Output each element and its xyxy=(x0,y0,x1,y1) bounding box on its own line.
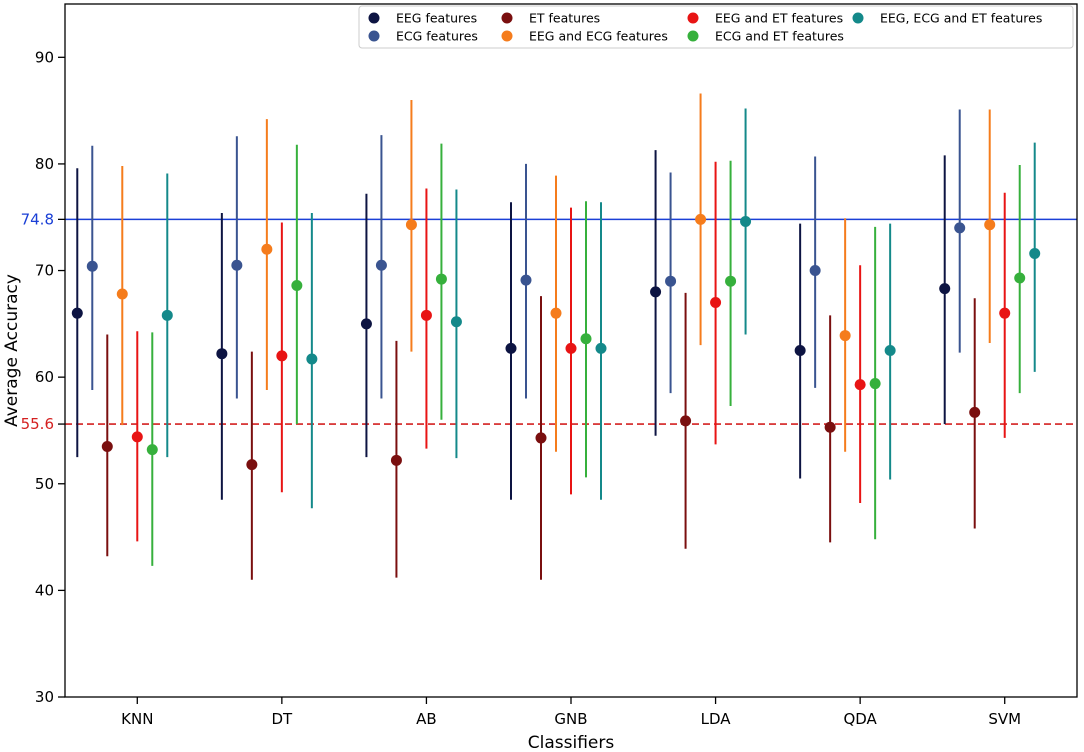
point-svm-s6 xyxy=(1029,247,1041,259)
legend-label-s4: EEG and ET features xyxy=(715,11,843,26)
legend-marker-s0 xyxy=(368,12,380,24)
point-knn-s4 xyxy=(131,431,143,443)
point-gnb-s2 xyxy=(535,432,547,444)
legend-marker-s2 xyxy=(501,12,513,24)
y-tick-label-70: 70 xyxy=(35,262,54,280)
point-lda-s6 xyxy=(740,215,752,227)
point-gnb-s5 xyxy=(580,333,592,345)
point-qda-s0 xyxy=(794,345,806,356)
legend-marker-s5 xyxy=(687,30,699,42)
point-lda-s4 xyxy=(710,297,722,309)
point-ab-s3 xyxy=(405,219,417,231)
point-qda-s1 xyxy=(809,265,821,277)
x-tick-label-ab: AB xyxy=(416,710,437,728)
y-tick-label-90: 90 xyxy=(35,48,54,66)
point-gnb-s6 xyxy=(595,342,607,354)
point-gnb-s4 xyxy=(565,342,577,354)
point-knn-s1 xyxy=(86,260,98,272)
x-axis-title: Classifiers xyxy=(528,733,615,752)
legend: EEG features ECG features ET features EEG a… xyxy=(358,5,1074,49)
point-qda-s4 xyxy=(854,379,866,391)
point-ab-s0 xyxy=(360,318,372,330)
point-dt-s1 xyxy=(231,259,243,271)
point-dt-s5 xyxy=(291,279,303,291)
point-lda-s0 xyxy=(650,286,662,298)
point-ab-s5 xyxy=(435,273,447,285)
point-lda-s3 xyxy=(695,213,707,225)
y-tick-label-60: 60 xyxy=(35,368,54,386)
legend-label-s3: EEG and ECG features xyxy=(529,29,668,44)
axes: 30 40 50 60 70 80 90 74.8 55.6 KNN DT AB GNB LDA QDA SV… xyxy=(2,3,1078,752)
point-knn-s0 xyxy=(71,307,83,319)
x-tick-label-gnb: GNB xyxy=(554,710,587,728)
x-tick-label-dt: DT xyxy=(271,710,293,728)
point-svm-s2 xyxy=(969,406,981,418)
point-svm-s4 xyxy=(999,307,1011,319)
point-svm-s3 xyxy=(984,219,996,231)
x-tick-label-lda: LDA xyxy=(701,710,732,728)
reference-label-0: 74.8 xyxy=(21,210,54,228)
point-qda-s3 xyxy=(839,330,851,342)
legend-label-s5: ECG and ET features xyxy=(715,29,844,44)
point-ab-s4 xyxy=(420,309,432,321)
legend-label-s0: EEG features xyxy=(396,11,477,26)
legend-marker-s3 xyxy=(501,30,513,42)
y-tick-label-50: 50 xyxy=(35,475,54,493)
legend-label-s2: ET features xyxy=(529,11,600,26)
point-knn-s6 xyxy=(161,309,173,321)
reference-label-1: 55.6 xyxy=(21,415,54,433)
y-axis-title: Average Accuracy xyxy=(2,274,22,427)
legend-marker-s1 xyxy=(368,30,380,42)
y-tick-label-30: 30 xyxy=(35,688,54,706)
x-tick-label-svm: SVM xyxy=(988,710,1021,728)
point-svm-s5 xyxy=(1014,272,1026,284)
x-tick-label-knn: KNN xyxy=(121,710,153,728)
legend-label-s6: EEG, ECG and ET features xyxy=(880,11,1042,26)
point-qda-s5 xyxy=(869,378,881,390)
point-gnb-s3 xyxy=(550,307,562,319)
point-gnb-s1 xyxy=(520,274,532,286)
point-ab-s1 xyxy=(375,259,387,271)
point-knn-s5 xyxy=(146,444,158,456)
point-dt-s4 xyxy=(276,350,288,362)
point-dt-s2 xyxy=(246,459,258,471)
point-gnb-s0 xyxy=(505,342,517,354)
point-dt-s0 xyxy=(216,348,228,360)
point-lda-s1 xyxy=(665,275,677,287)
y-tick-label-80: 80 xyxy=(35,155,54,173)
point-lda-s5 xyxy=(725,275,737,287)
legend-marker-s4 xyxy=(687,12,699,24)
y-tick-label-40: 40 xyxy=(35,581,54,599)
point-qda-s6 xyxy=(884,345,896,356)
point-svm-s0 xyxy=(939,283,951,295)
legend-label-s1: ECG features xyxy=(396,29,478,44)
legend-box xyxy=(358,5,1074,49)
x-tick-label-qda: QDA xyxy=(843,710,877,728)
data-points xyxy=(71,213,1041,471)
point-ab-s2 xyxy=(390,454,402,466)
point-knn-s2 xyxy=(101,440,113,452)
point-lda-s2 xyxy=(680,415,692,427)
point-dt-s6 xyxy=(306,353,318,365)
point-knn-s3 xyxy=(116,288,128,300)
point-qda-s2 xyxy=(824,421,836,433)
point-dt-s3 xyxy=(261,243,273,255)
point-svm-s1 xyxy=(954,222,966,234)
legend-marker-s6 xyxy=(852,12,864,24)
point-ab-s6 xyxy=(450,316,462,328)
